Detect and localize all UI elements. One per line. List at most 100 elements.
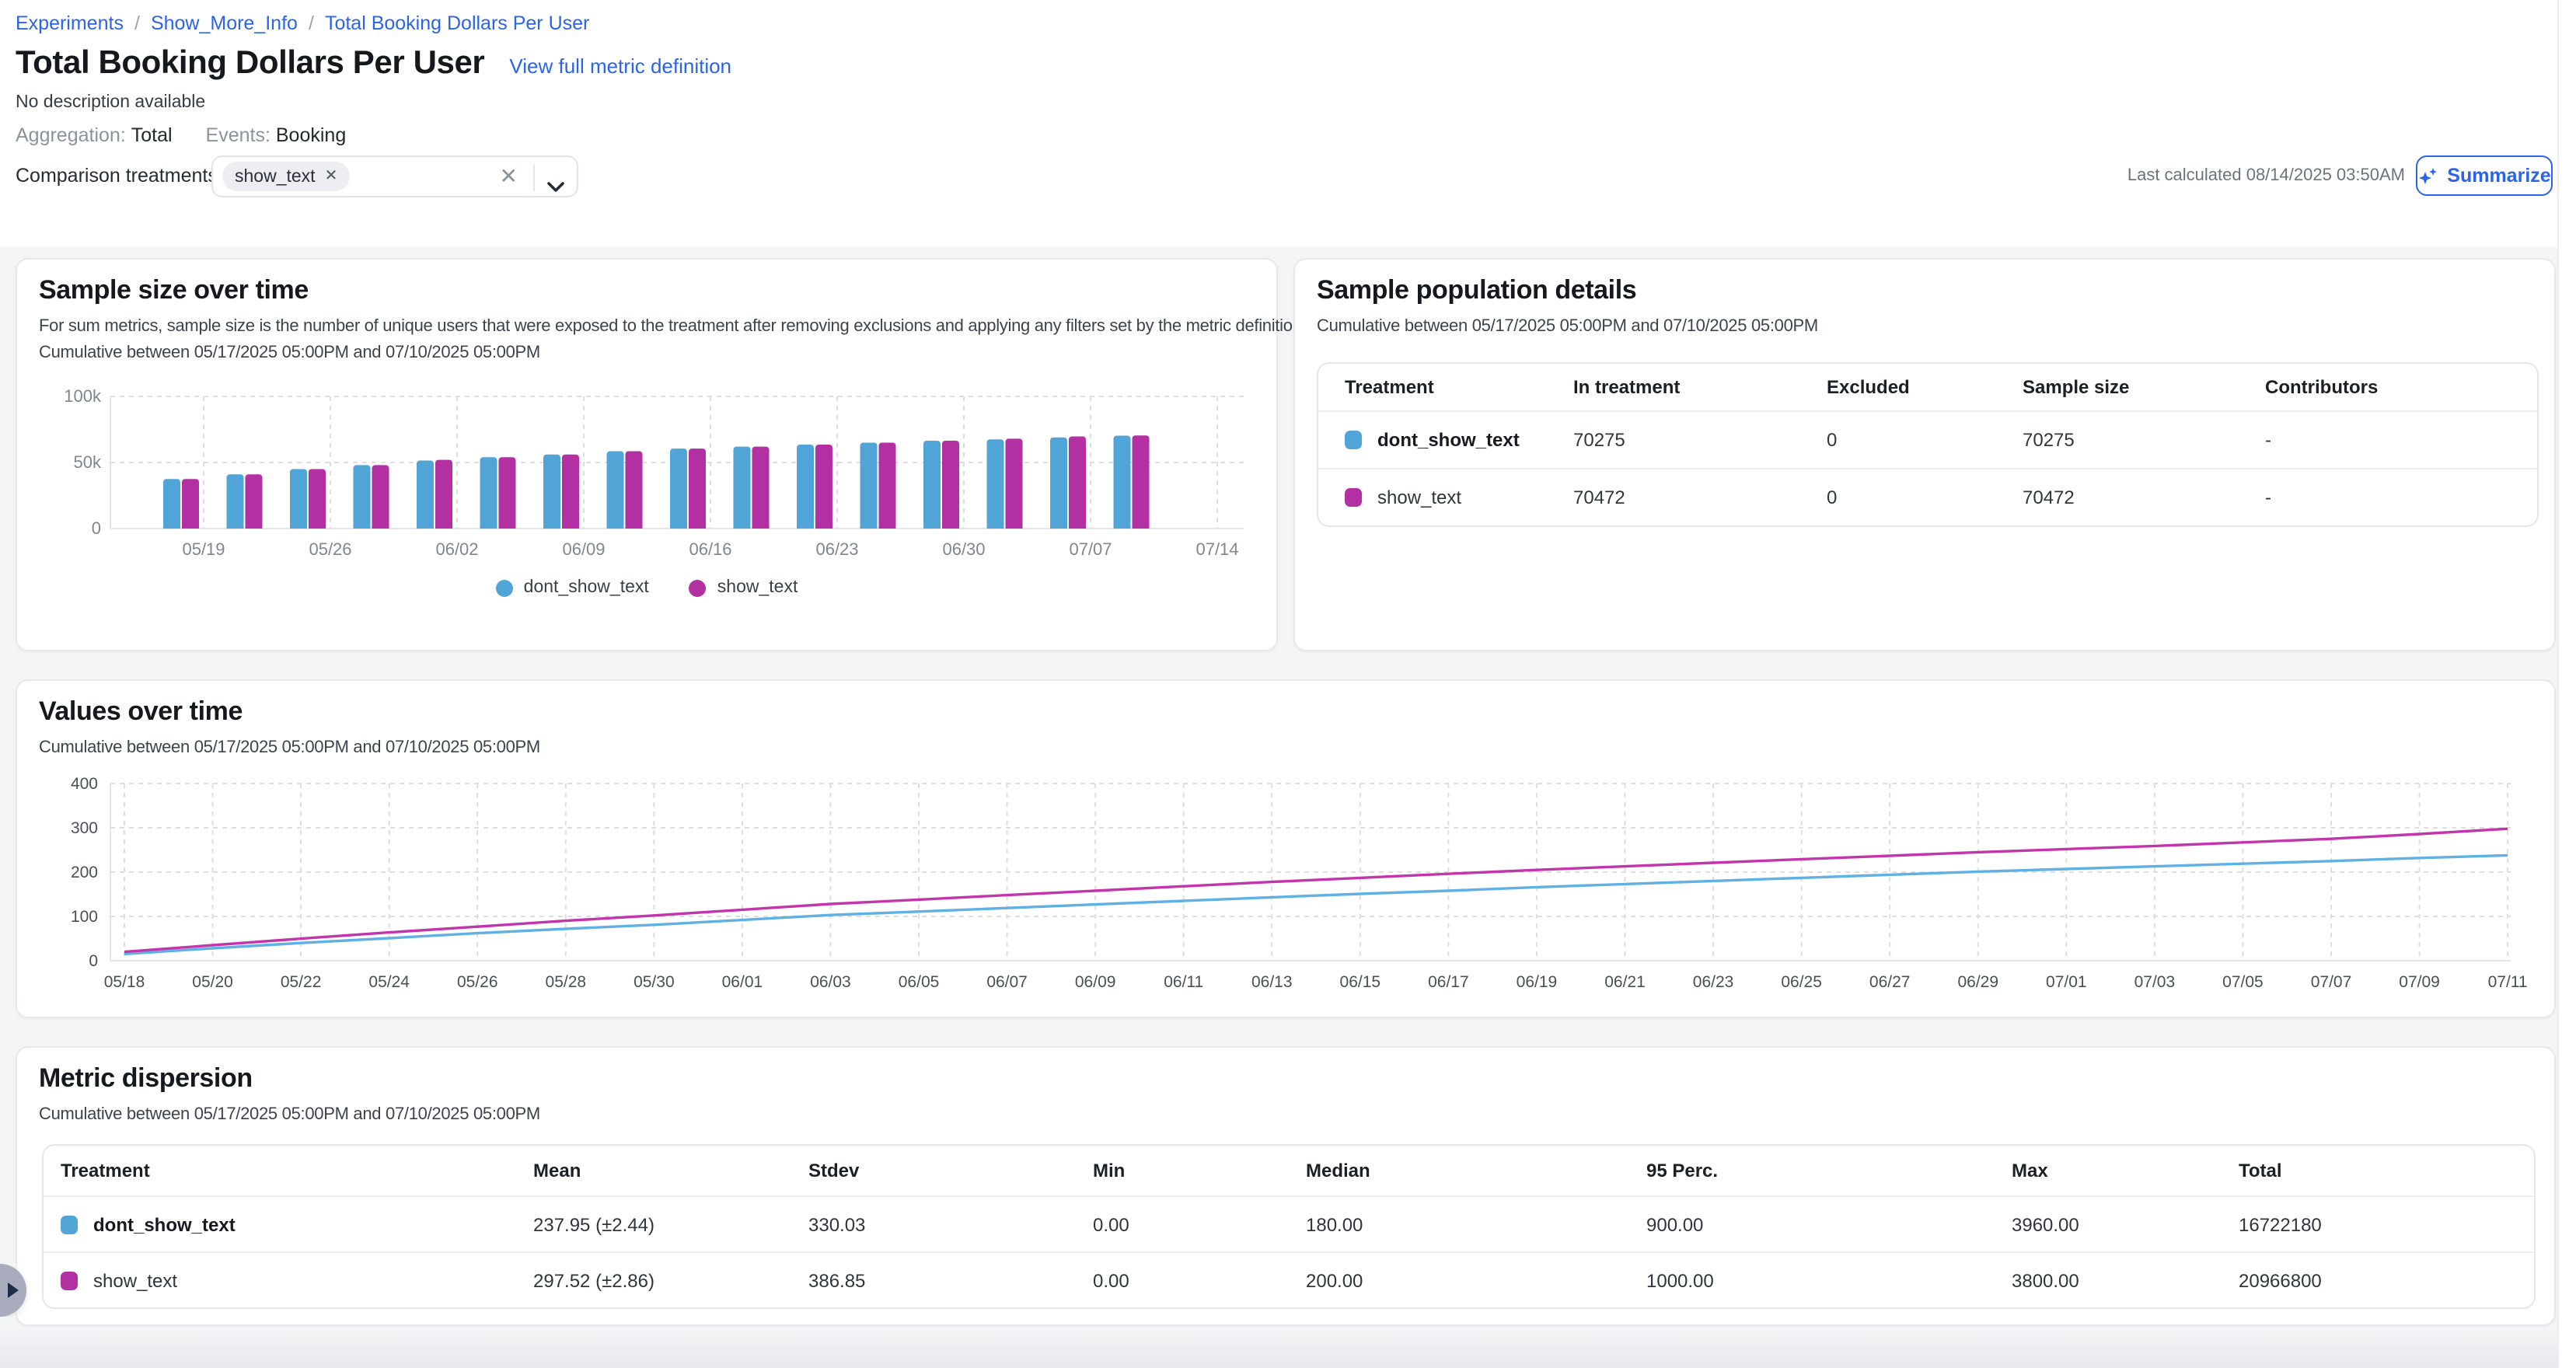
treatment-color-swatch: [61, 1215, 78, 1234]
table-cell: 3800.00: [2012, 1269, 2079, 1291]
bar-dont_show_text[interactable]: [163, 479, 180, 533]
bar-show_text[interactable]: [182, 479, 199, 533]
legend-label: dont_show_text: [523, 578, 649, 597]
legend-swatch: [495, 579, 513, 596]
x-axis-label: 05/19: [182, 539, 225, 559]
line-show_text[interactable]: [124, 827, 2508, 954]
sample-population-title: Sample population details: [1317, 275, 1637, 305]
bar-dont_show_text[interactable]: [733, 446, 751, 533]
page-header: Experiments / Show_More_Info / Total Boo…: [0, 0, 2576, 249]
table-cell: 16722180: [2239, 1213, 2322, 1235]
table-cell: -: [2265, 429, 2271, 451]
bar-dont_show_text[interactable]: [986, 439, 1004, 533]
x-axis-label: 07/05: [2222, 973, 2264, 991]
bar-show_text[interactable]: [245, 474, 263, 533]
x-axis-label: 06/23: [1693, 973, 1734, 991]
bar-dont_show_text[interactable]: [353, 465, 371, 533]
line-dont_show_text[interactable]: [124, 853, 2508, 956]
sample-size-description: For sum metrics, sample size is the numb…: [39, 317, 1307, 336]
scrollbar-gutter[interactable]: [2557, 0, 2576, 1368]
bar-show_text[interactable]: [752, 446, 770, 533]
treatment-chip[interactable]: show_text ✕: [222, 162, 351, 191]
view-metric-definition-link[interactable]: View full metric definition: [509, 54, 732, 78]
y-axis-label: 200: [71, 864, 98, 881]
x-axis-label: 07/01: [2046, 973, 2087, 991]
metric-dispersion-range: Cumulative between 05/17/2025 05:00PM an…: [39, 1105, 540, 1124]
bar-show_text[interactable]: [689, 448, 706, 533]
events-label: Events:: [205, 124, 271, 146]
metric-dispersion-table: Treatment Mean Stdev Min Median 95 Perc. Max To…: [42, 1144, 2536, 1309]
aggregation-label: Aggregation:: [16, 124, 126, 146]
bar-dont_show_text[interactable]: [670, 448, 687, 533]
x-axis-label: 07/07: [2311, 973, 2352, 991]
metric-meta: Aggregation: Total Events: Booking: [16, 124, 374, 146]
x-axis-label: 05/30: [634, 973, 675, 991]
bar-show_text[interactable]: [498, 457, 516, 533]
bar-show_text[interactable]: [1005, 438, 1023, 533]
bar-dont_show_text[interactable]: [1113, 435, 1131, 533]
bar-show_text[interactable]: [562, 454, 579, 533]
bar-dont_show_text[interactable]: [923, 440, 941, 533]
x-axis-label: 06/09: [562, 539, 605, 559]
summarize-label: Summarize: [2447, 165, 2551, 187]
select-divider: [533, 165, 535, 191]
breadcrumb-experiments[interactable]: Experiments: [16, 12, 124, 34]
x-axis-label: 06/30: [942, 539, 985, 559]
sample-size-bar-chart[interactable]: 0 50k 100k 05/19 05/26 06/02 06/09 06/16 06/23 06…: [39, 381, 1258, 571]
bar-dont_show_text[interactable]: [417, 460, 434, 533]
bar-dont_show_text[interactable]: [543, 454, 560, 533]
x-axis-label: 06/29: [1957, 973, 1998, 991]
summarize-button[interactable]: Summarize: [2416, 155, 2553, 196]
bar-show_text[interactable]: [625, 451, 643, 533]
table-cell: 70472: [1573, 487, 1625, 508]
x-axis-label: 05/18: [104, 973, 145, 991]
values-over-time-range: Cumulative between 05/17/2025 05:00PM an…: [39, 738, 540, 757]
x-axis-label: 07/03: [2134, 973, 2176, 991]
x-axis-label: 06/07: [986, 973, 1028, 991]
bar-show_text[interactable]: [1132, 435, 1150, 533]
bar-show_text[interactable]: [435, 459, 452, 533]
x-axis-label: 07/09: [2399, 973, 2440, 991]
bar-dont_show_text[interactable]: [606, 451, 624, 533]
table-row-show_text: show_text 70472 0 70472 -: [1318, 468, 2537, 525]
treatment-cell: dont_show_text: [44, 1213, 516, 1235]
y-axis-label: 50k: [74, 452, 102, 472]
comparison-treatments-select[interactable]: show_text ✕ ✕: [211, 155, 578, 197]
bar-show_text[interactable]: [372, 465, 389, 533]
sample-population-range: Cumulative between 05/17/2025 05:00PM an…: [1317, 317, 1818, 336]
events-value: Booking: [275, 124, 347, 146]
bar-show_text[interactable]: [942, 440, 959, 533]
bar-dont_show_text[interactable]: [797, 445, 814, 533]
bar-show_text[interactable]: [1069, 436, 1086, 533]
bar-dont_show_text[interactable]: [1050, 437, 1067, 533]
legend-item-dont_show_text[interactable]: dont_show_text: [495, 578, 649, 597]
bar-show_text[interactable]: [815, 445, 832, 533]
y-axis-label: 400: [71, 775, 98, 793]
chart-legend: dont_show_text show_text: [17, 578, 1276, 597]
bar-dont_show_text[interactable]: [860, 442, 878, 534]
bar-show_text[interactable]: [878, 442, 896, 534]
breadcrumb-metric-name[interactable]: Total Booking Dollars Per User: [324, 12, 590, 34]
chip-remove-icon[interactable]: ✕: [324, 168, 338, 185]
treatment-name: dont_show_text: [1377, 429, 1520, 451]
treatment-cell: show_text: [1318, 487, 1547, 508]
legend-item-show_text[interactable]: show_text: [689, 578, 798, 597]
breadcrumb-experiment-name[interactable]: Show_More_Info: [150, 12, 298, 34]
sidebar-expand-button[interactable]: [0, 1264, 28, 1317]
table-cell: 330.03: [808, 1213, 866, 1235]
table-row-show_text: show_text 297.52 (±2.86) 386.85 0.00 200.00 1…: [44, 1251, 2534, 1307]
x-axis-label: 06/25: [1781, 973, 1822, 991]
chevron-down-icon[interactable]: [547, 173, 564, 201]
y-axis-label: 100: [71, 908, 98, 926]
select-clear-icon[interactable]: ✕: [499, 163, 518, 188]
values-line-chart[interactable]: 0 100 200 300 400 05/18 05/20 05/22 05/24 05/26 05…: [39, 771, 2536, 1004]
breadcrumb: Experiments / Show_More_Info / Total Boo…: [16, 12, 589, 34]
bar-show_text[interactable]: [309, 469, 326, 534]
bar-dont_show_text[interactable]: [226, 474, 244, 533]
x-axis-label: 05/24: [368, 973, 410, 991]
bar-dont_show_text[interactable]: [290, 469, 307, 534]
sample-population-table: Treatment In treatment Excluded Sample size…: [1317, 362, 2539, 527]
bar-dont_show_text[interactable]: [480, 457, 497, 533]
x-axis-label: 07/14: [1196, 539, 1238, 559]
x-axis-label: 06/19: [1517, 973, 1558, 991]
